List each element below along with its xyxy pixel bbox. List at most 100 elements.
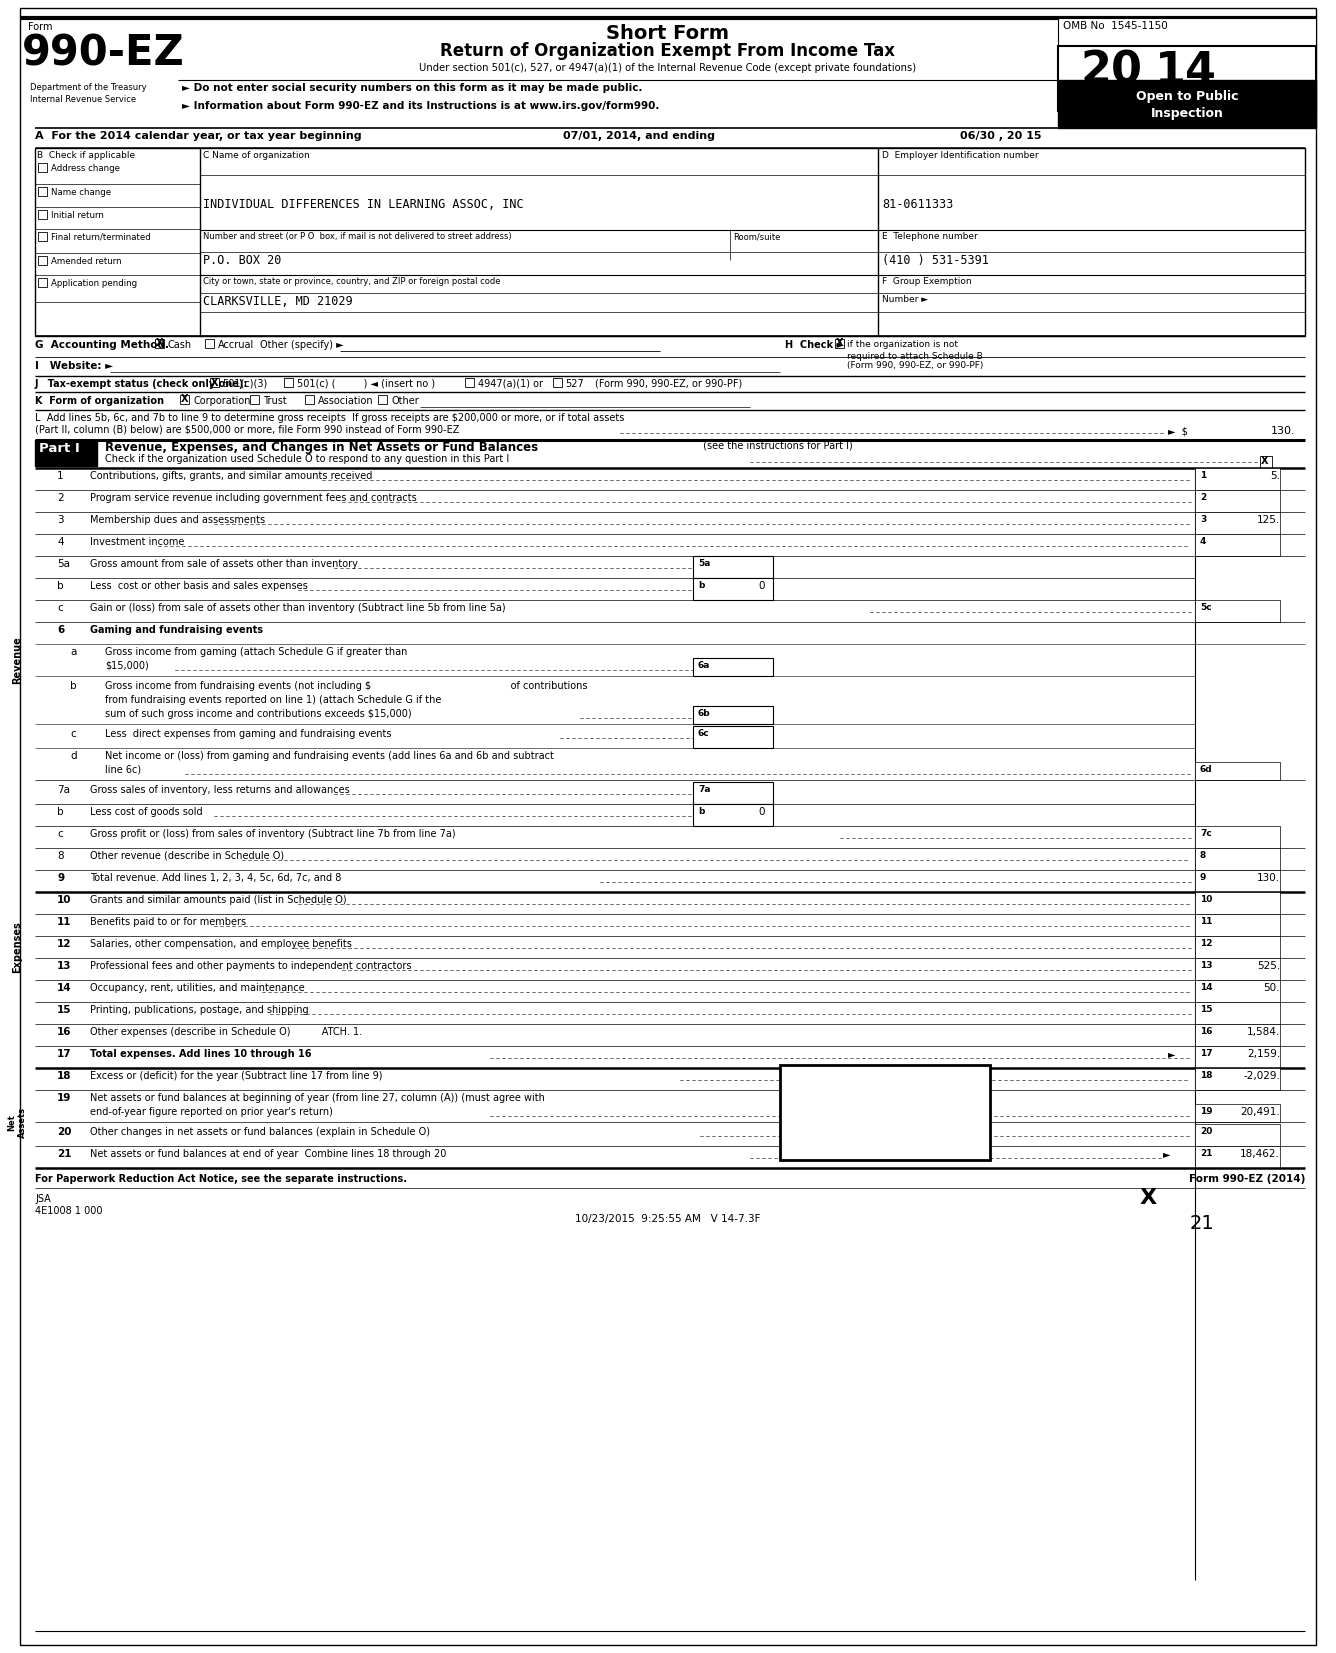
Text: 2: 2 — [57, 493, 64, 503]
Text: line 6c): line 6c) — [106, 765, 142, 775]
Text: Final return/terminated: Final return/terminated — [51, 233, 151, 241]
Text: Gross profit or (loss) from sales of inventory (Subtract line 7b from line 7a): Gross profit or (loss) from sales of inv… — [90, 830, 456, 840]
Text: 7a: 7a — [697, 785, 711, 793]
Bar — [1194, 1146, 1280, 1169]
Text: Professional fees and other payments to independent contractors: Professional fees and other payments to … — [90, 960, 411, 970]
Text: 6a: 6a — [697, 661, 711, 669]
Text: (see the instructions for Part I): (see the instructions for Part I) — [700, 441, 852, 451]
Text: F  Group Exemption: F Group Exemption — [882, 278, 971, 286]
Bar — [378, 395, 387, 403]
Bar — [1260, 456, 1272, 468]
Text: X: X — [835, 339, 843, 349]
Text: 10/23/2015  9:25:55 AM   V 14-7.3F: 10/23/2015 9:25:55 AM V 14-7.3F — [576, 1213, 760, 1223]
Bar — [1194, 826, 1280, 848]
Bar — [1058, 46, 1316, 111]
Text: 130.: 130. — [1257, 873, 1280, 883]
Text: 12: 12 — [57, 939, 72, 949]
Bar — [1194, 1046, 1280, 1068]
Text: 4: 4 — [1200, 537, 1206, 545]
Bar — [1194, 893, 1280, 914]
Text: Investment income: Investment income — [90, 537, 184, 547]
Text: OMB No  1545-1150: OMB No 1545-1150 — [1063, 21, 1168, 31]
Text: 6c: 6c — [697, 729, 709, 737]
Bar — [1194, 512, 1280, 534]
Text: Net
Assets: Net Assets — [7, 1108, 27, 1139]
Text: 18,462.: 18,462. — [1240, 1149, 1280, 1159]
Text: X: X — [180, 395, 188, 405]
Text: Application pending: Application pending — [51, 279, 138, 288]
Text: ►  $: ► $ — [1168, 426, 1188, 436]
Text: 6: 6 — [57, 625, 64, 635]
Text: 16: 16 — [1200, 1027, 1213, 1036]
Text: 17: 17 — [1200, 1050, 1213, 1058]
Text: 6b: 6b — [697, 709, 711, 717]
Text: 11: 11 — [1200, 917, 1213, 926]
Text: 1: 1 — [57, 471, 64, 481]
Bar — [693, 579, 774, 600]
Text: c: c — [57, 830, 63, 840]
Bar — [1194, 534, 1280, 555]
Text: (410 ) 531-5391: (410 ) 531-5391 — [882, 255, 989, 268]
Text: Net assets or fund balances at end of year  Combine lines 18 through 20: Net assets or fund balances at end of ye… — [90, 1149, 446, 1159]
Text: Gross amount from sale of assets other than inventory: Gross amount from sale of assets other t… — [90, 559, 383, 569]
Text: 15: 15 — [57, 1005, 72, 1015]
Bar — [35, 440, 98, 466]
Text: X: X — [1260, 456, 1268, 466]
Text: 21: 21 — [1200, 1149, 1213, 1159]
Text: if the organization is not: if the organization is not — [847, 341, 958, 349]
Text: 8: 8 — [57, 851, 64, 861]
Text: b: b — [697, 807, 704, 817]
Text: Salaries, other compensation, and employee benefits: Salaries, other compensation, and employ… — [90, 939, 351, 949]
Text: 14: 14 — [1200, 984, 1213, 992]
Text: J   Tax-exempt status (check only one):: J Tax-exempt status (check only one): — [35, 379, 248, 388]
Text: For Paperwork Reduction Act Notice, see the separate instructions.: For Paperwork Reduction Act Notice, see … — [35, 1174, 407, 1184]
Bar — [693, 726, 774, 749]
Bar — [1058, 18, 1316, 46]
Bar — [1194, 1104, 1280, 1122]
Bar — [285, 379, 293, 387]
Text: Excess or (deficit) for the year (Subtract line 17 from line 9): Excess or (deficit) for the year (Subtra… — [90, 1071, 382, 1081]
Text: OGDEN, UT: OGDEN, UT — [834, 1117, 937, 1136]
Text: Room/suite: Room/suite — [733, 231, 780, 241]
Text: 21: 21 — [1190, 1213, 1214, 1233]
Text: B  Check if applicable: B Check if applicable — [37, 150, 135, 160]
Text: Revenue, Expenses, and Changes in Net Assets or Fund Balances: Revenue, Expenses, and Changes in Net As… — [106, 441, 538, 455]
Text: 16: 16 — [57, 1027, 72, 1036]
Text: 1,584.: 1,584. — [1246, 1027, 1280, 1036]
Text: 19: 19 — [1200, 1108, 1213, 1116]
Text: INDIVIDUAL DIFFERENCES IN LEARNING ASSOC, INC: INDIVIDUAL DIFFERENCES IN LEARNING ASSOC… — [203, 198, 524, 212]
Text: E  Telephone number: E Telephone number — [882, 231, 978, 241]
Text: Program service revenue including government fees and contracts: Program service revenue including govern… — [90, 493, 417, 503]
Text: 5a: 5a — [697, 559, 711, 569]
Bar — [693, 803, 774, 826]
Text: Other (specify) ►: Other (specify) ► — [261, 341, 343, 350]
Text: 3: 3 — [57, 516, 64, 526]
Text: Net assets or fund balances at beginning of year (from line 27, column (A)) (mus: Net assets or fund balances at beginning… — [90, 1093, 545, 1103]
Text: City or town, state or province, country, and ZIP or foreign postal code: City or town, state or province, country… — [203, 278, 501, 286]
Text: 12: 12 — [1200, 939, 1213, 949]
Bar — [693, 658, 774, 676]
Text: Amended return: Amended return — [51, 256, 122, 266]
Text: (Form 990, 990-EZ, or 990-PF): (Form 990, 990-EZ, or 990-PF) — [847, 360, 983, 370]
Text: Gaming and fundraising events: Gaming and fundraising events — [90, 625, 263, 635]
Text: Inspection: Inspection — [1150, 107, 1224, 121]
Text: 17: 17 — [57, 1050, 72, 1060]
Text: D  Employer Identification number: D Employer Identification number — [882, 150, 1038, 160]
Text: ► Do not enter social security numbers on this form as it may be made public.: ► Do not enter social security numbers o… — [182, 83, 643, 93]
Text: 20: 20 — [57, 1127, 72, 1137]
Text: sum of such gross income and contributions exceeds $15,000): sum of such gross income and contributio… — [106, 709, 411, 719]
Text: 130.: 130. — [1271, 426, 1295, 436]
Text: Other changes in net assets or fund balances (explain in Schedule O): Other changes in net assets or fund bala… — [90, 1127, 430, 1137]
Text: 06/30 , 20 15: 06/30 , 20 15 — [961, 131, 1042, 141]
Bar — [37, 256, 47, 264]
Bar — [37, 231, 47, 241]
Text: Number ►: Number ► — [882, 294, 929, 304]
Text: 20: 20 — [1200, 1127, 1212, 1136]
Text: 8: 8 — [1200, 851, 1206, 860]
Text: b: b — [57, 807, 64, 817]
Text: Association: Association — [318, 397, 374, 407]
Text: I   Website: ►: I Website: ► — [35, 360, 114, 370]
Bar — [1194, 980, 1280, 1002]
Bar — [693, 706, 774, 724]
Text: Other revenue (describe in Schedule O): Other revenue (describe in Schedule O) — [90, 851, 285, 861]
